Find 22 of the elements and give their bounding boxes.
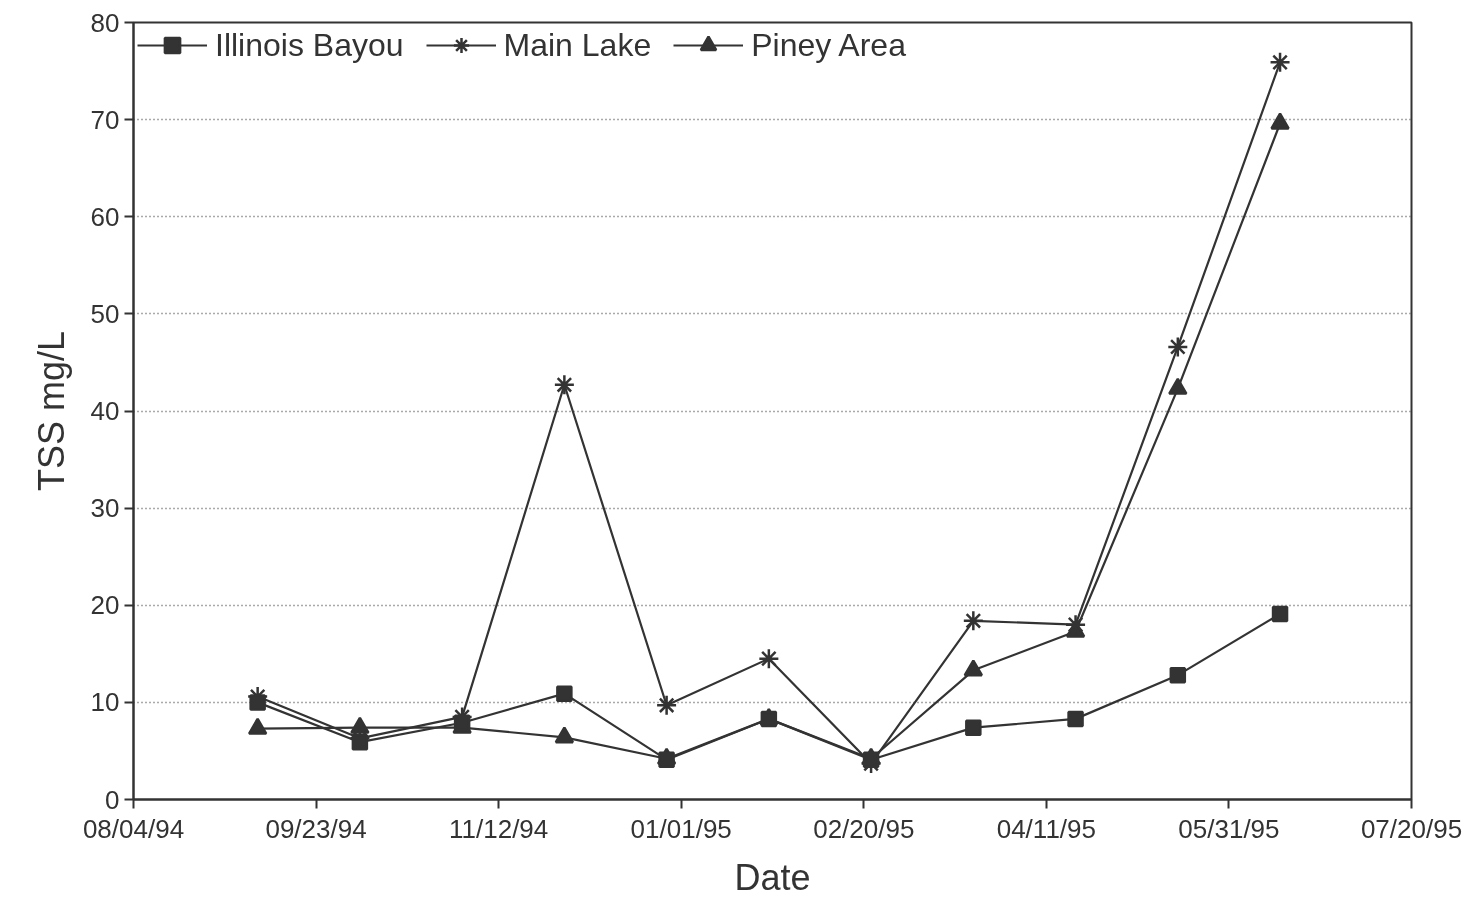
legend-label: Illinois Bayou [215, 26, 404, 64]
x-tick-label: 11/12/94 [449, 813, 549, 844]
x-tick-label: 02/20/95 [813, 813, 915, 844]
x-tick-label: 07/20/95 [1360, 813, 1463, 844]
legend-label: Main Lake [503, 26, 652, 64]
y-tick-label: 80 [90, 7, 120, 38]
y-tick-label: 30 [90, 493, 120, 524]
y-tick-label: 60 [90, 201, 120, 232]
y-axis-title: TSS mg/L [30, 330, 72, 492]
y-tick-label: 0 [105, 784, 120, 815]
x-tick-label: 08/04/94 [82, 813, 185, 844]
x-axis-title: Date [734, 856, 811, 898]
y-tick-label: 40 [90, 396, 120, 426]
y-tick-label: 10 [90, 687, 120, 718]
y-tick-label: 20 [90, 590, 120, 621]
x-tick-label: 04/11/95 [996, 813, 1096, 844]
y-tick-label: 70 [90, 104, 120, 135]
x-tick-label: 05/31/95 [1178, 813, 1280, 844]
x-tick-label: 01/01/95 [630, 813, 732, 844]
y-tick-label: 50 [90, 298, 120, 329]
x-tick-label: 09/23/94 [265, 813, 367, 844]
legend-label: Piney Area [751, 26, 906, 64]
